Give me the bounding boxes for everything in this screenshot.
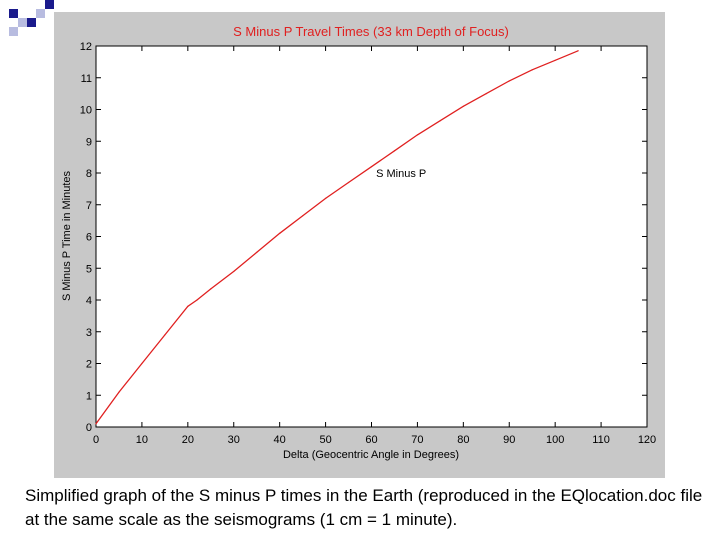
x-tick-label: 50	[319, 434, 331, 446]
data-point	[370, 166, 373, 168]
data-point	[210, 288, 212, 290]
y-tick-label: 6	[86, 232, 92, 244]
corner-square-light-2	[36, 9, 45, 18]
x-tick-label: 80	[457, 434, 469, 446]
data-point	[554, 59, 556, 61]
x-tick-label: 60	[365, 434, 377, 446]
plot-area	[95, 45, 648, 428]
data-point	[118, 391, 120, 393]
figure-caption: Simplified graph of the S minus P times …	[25, 486, 703, 529]
y-tick-label: 4	[86, 295, 92, 307]
data-point	[187, 305, 189, 307]
curve-annotation: S Minus P	[376, 168, 426, 180]
y-axis-label: S Minus P Time in Minutes	[61, 170, 73, 301]
y-tick-label: 10	[80, 105, 92, 117]
x-tick-label: 30	[228, 434, 240, 446]
y-tick-label: 8	[86, 168, 92, 180]
data-point	[347, 181, 350, 184]
x-tick-label: 70	[411, 434, 423, 446]
data-point	[324, 197, 327, 199]
corner-square-dark-3	[45, 0, 54, 9]
data-point	[256, 251, 258, 253]
y-tick-label: 7	[86, 200, 92, 212]
corner-square-light-1	[18, 18, 27, 27]
data-point	[141, 362, 143, 365]
data-point	[485, 93, 487, 95]
y-tick-label: 12	[80, 41, 92, 53]
data-point	[531, 69, 533, 71]
data-point	[393, 150, 396, 152]
y-tick-label: 3	[86, 327, 92, 339]
corner-square-dark-2	[27, 18, 36, 27]
x-tick-label: 110	[592, 434, 610, 446]
x-tick-label: 120	[638, 434, 656, 446]
x-tick-label: 20	[182, 434, 194, 446]
y-tick-label: 1	[86, 390, 92, 402]
y-tick-label: 11	[81, 73, 92, 85]
data-point	[279, 232, 281, 234]
data-point	[416, 134, 419, 136]
data-point	[164, 334, 166, 336]
series-points	[95, 50, 579, 425]
x-tick-label: 90	[503, 434, 515, 446]
data-point	[95, 423, 97, 425]
x-tick-label: 100	[546, 434, 564, 446]
data-point	[439, 120, 441, 122]
y-tick-label: 2	[86, 359, 92, 371]
x-tick-label: 10	[136, 434, 148, 446]
data-point	[462, 105, 464, 107]
x-axis-label: Delta (Geocentric Angle in Degrees)	[283, 449, 459, 461]
y-tick-label: 9	[86, 136, 92, 148]
x-axis-ticks: 0 10 20 30 40 50 60 70 80 90 100 110 120	[93, 46, 656, 446]
data-point	[196, 299, 198, 301]
corner-square-light-3	[9, 27, 18, 36]
x-tick-label: 0	[93, 434, 99, 446]
data-point	[577, 50, 579, 52]
travel-time-chart: S Minus P Travel Times (33 km Depth of F…	[61, 24, 656, 461]
corner-square-dark-1	[9, 9, 18, 18]
y-tick-label: 5	[86, 263, 92, 275]
chart-title: S Minus P Travel Times (33 km Depth of F…	[233, 24, 509, 39]
data-point	[508, 80, 510, 82]
chart-figure: S Minus P Travel Times (33 km Depth of F…	[54, 12, 665, 478]
data-point	[233, 270, 235, 273]
x-tick-label: 40	[274, 434, 286, 446]
data-point	[302, 215, 304, 217]
y-tick-label: 0	[86, 422, 92, 434]
